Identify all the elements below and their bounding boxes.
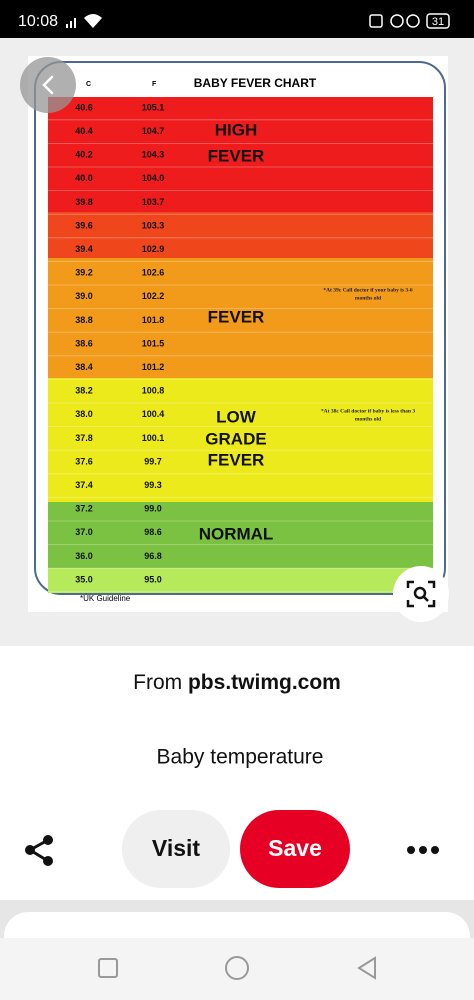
fahrenheit-value: 104.3 xyxy=(142,150,165,160)
color-band xyxy=(48,568,433,593)
celsius-value: 37.6 xyxy=(75,456,93,466)
celsius-value: 38.4 xyxy=(75,362,93,372)
celsius-value: 35.0 xyxy=(75,574,93,584)
celsius-value: 39.6 xyxy=(75,220,93,230)
celsius-value: 40.0 xyxy=(75,173,93,183)
zone-label: FEVER xyxy=(208,307,265,326)
nav-bar xyxy=(0,938,474,1000)
visit-label: Visit xyxy=(152,835,200,861)
visual-search-button[interactable] xyxy=(393,566,449,622)
fahrenheit-value: 98.6 xyxy=(144,527,162,537)
fahrenheit-value: 99.0 xyxy=(144,504,162,514)
celsius-value: 39.8 xyxy=(75,197,93,207)
color-band xyxy=(48,258,433,378)
lens-icon xyxy=(406,580,436,608)
fahrenheit-value: 102.6 xyxy=(142,268,165,278)
color-band xyxy=(48,502,433,568)
celsius-value: 36.0 xyxy=(75,551,93,561)
fahrenheit-value: 100.4 xyxy=(142,409,165,419)
celsius-value: 40.2 xyxy=(75,150,93,160)
footnote: *UK Guideline xyxy=(80,594,131,603)
celsius-value: 39.0 xyxy=(75,291,93,301)
image-border xyxy=(34,61,446,595)
source-line: From pbs.twimg.com xyxy=(133,671,341,694)
fahrenheit-value: 99.7 xyxy=(144,456,162,466)
chart-title: BABY FEVER CHART xyxy=(194,76,317,90)
source-domain[interactable]: pbs.twimg.com xyxy=(188,671,341,694)
color-band xyxy=(48,378,433,502)
fahrenheit-value: 100.8 xyxy=(142,386,165,396)
back-button[interactable] xyxy=(20,57,76,113)
fahrenheit-header: F xyxy=(152,81,157,88)
celsius-value: 38.8 xyxy=(75,315,93,325)
color-band xyxy=(48,97,433,212)
fever-table: 40.6 105.1 40.4 104.7 40.2 104.3 40.0 104.0 39.8… xyxy=(48,97,433,593)
celsius-value: 37.2 xyxy=(75,504,93,514)
zone-label: LOW xyxy=(216,407,257,426)
fahrenheit-value: 104.7 xyxy=(142,126,165,136)
share-button[interactable] xyxy=(25,835,53,866)
doctor-note: *At 38c Call doctor if baby is less than… xyxy=(321,408,415,414)
color-band xyxy=(48,212,433,258)
zone-label: GRADE xyxy=(205,429,266,448)
status-bar xyxy=(0,0,474,38)
fahrenheit-value: 101.5 xyxy=(142,338,165,348)
fahrenheit-value: 101.2 xyxy=(142,362,165,372)
nav-buttons[interactable] xyxy=(98,956,376,980)
visit-button[interactable] xyxy=(122,810,230,888)
zone-label: FEVER xyxy=(208,146,265,165)
fahrenheit-value: 102.2 xyxy=(142,291,165,301)
celsius-value: 37.4 xyxy=(75,480,93,490)
save-label: Save xyxy=(268,835,322,861)
signal-icons xyxy=(66,14,102,28)
celsius-value: 38.0 xyxy=(75,409,93,419)
celsius-value: 38.6 xyxy=(75,338,93,348)
celsius-value: 37.0 xyxy=(75,527,93,537)
fahrenheit-value: 96.8 xyxy=(144,551,162,561)
celsius-value: 39.2 xyxy=(75,268,93,278)
celsius-value: 39.4 xyxy=(75,244,93,254)
celsius-value: 37.8 xyxy=(75,433,93,443)
zone-label: HIGH xyxy=(215,120,258,139)
back-icon xyxy=(42,75,54,95)
fahrenheit-value: 104.0 xyxy=(142,173,165,183)
doctor-note: months old xyxy=(355,416,381,422)
celsius-value: 38.2 xyxy=(75,386,93,396)
fahrenheit-value: 102.9 xyxy=(142,244,165,254)
fahrenheit-value: 105.1 xyxy=(142,102,165,112)
fahrenheit-value: 103.3 xyxy=(142,220,165,230)
celsius-header: C xyxy=(86,81,91,88)
save-button[interactable] xyxy=(240,810,350,888)
system-icons xyxy=(369,13,450,29)
celsius-value: 40.6 xyxy=(75,102,93,112)
fahrenheit-value: 95.0 xyxy=(144,574,162,584)
more-button[interactable] xyxy=(407,846,439,854)
clock: 10:08 xyxy=(18,13,58,30)
celsius-value: 40.4 xyxy=(75,126,93,136)
source-prefix: From xyxy=(133,671,182,694)
zone-label: FEVER xyxy=(208,450,265,469)
battery-level: 31 xyxy=(432,16,444,28)
fahrenheit-value: 101.8 xyxy=(142,315,165,325)
zone-label: NORMAL xyxy=(199,524,274,543)
doctor-note: months old xyxy=(355,295,381,301)
pin-title: Baby temperature xyxy=(157,746,324,769)
fahrenheit-value: 100.1 xyxy=(142,433,165,443)
fahrenheit-value: 103.7 xyxy=(142,197,165,207)
doctor-note: *At 39c Call doctor if your baby is 3-6 xyxy=(323,287,413,293)
fahrenheit-value: 99.3 xyxy=(144,480,162,490)
